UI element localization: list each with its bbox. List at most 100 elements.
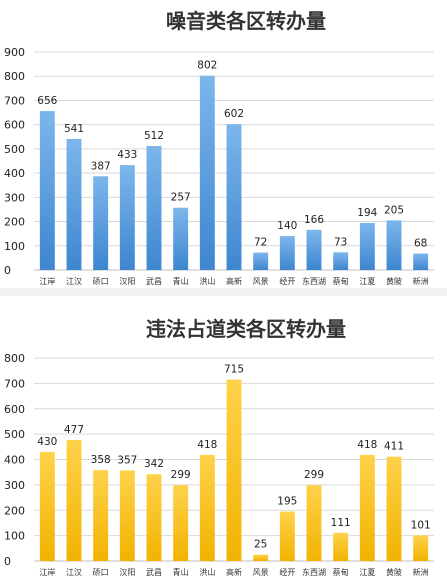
bar-经开 xyxy=(279,511,295,561)
data-label: 195 xyxy=(277,496,297,508)
x-tick-label: 东西湖 xyxy=(302,567,326,577)
bar-洪山 xyxy=(199,454,215,561)
x-tick-label: 风景 xyxy=(253,568,269,577)
x-tick-label: 新洲 xyxy=(413,567,429,577)
x-tick-label: 风景 xyxy=(253,277,269,286)
x-tick-label: 硚口 xyxy=(93,568,109,577)
bar-青山 xyxy=(173,207,189,270)
data-label: 101 xyxy=(411,519,431,531)
data-label: 358 xyxy=(91,454,111,466)
x-tick-label: 江汉 xyxy=(66,568,82,577)
data-label: 656 xyxy=(37,95,57,107)
chart-panel-road-occupation: 违法占道类各区转办量 0 100 200 300 400 500 600 700 800 430 江岸… xyxy=(0,296,447,585)
x-tick-label: 武昌 xyxy=(146,567,162,577)
data-label: 111 xyxy=(331,517,351,529)
y-tick-label: 200 xyxy=(4,216,25,229)
data-label: 166 xyxy=(304,214,324,226)
y-tick-label: 500 xyxy=(4,143,25,156)
bar-新洲 xyxy=(413,253,429,270)
y-tick-label: 300 xyxy=(4,191,25,204)
y-tick-label: 400 xyxy=(4,454,25,467)
data-label: 512 xyxy=(144,130,164,142)
data-label: 205 xyxy=(384,204,404,216)
bar-青山 xyxy=(173,485,189,561)
bar-风景 xyxy=(253,554,269,561)
bar-经开 xyxy=(279,236,295,270)
bar-江岸 xyxy=(39,451,55,561)
bar-硚口 xyxy=(93,470,109,561)
data-label: 68 xyxy=(414,238,427,250)
y-tick-label: 100 xyxy=(4,530,25,543)
bar-黄陂 xyxy=(386,456,402,561)
x-tick-label: 江岸 xyxy=(39,277,55,286)
x-tick-label: 洪山 xyxy=(199,276,215,286)
bar-东西湖 xyxy=(306,485,322,561)
y-tick-label: 300 xyxy=(4,479,25,492)
bar-黄陂 xyxy=(386,220,402,270)
bar-硚口 xyxy=(93,176,109,270)
y-tick-label: 600 xyxy=(4,119,25,132)
data-label: 25 xyxy=(254,539,267,551)
x-tick-label: 武昌 xyxy=(146,276,162,286)
noise-bar-chart: 噪音类各区转办量 0 100 200 300 400 500 600 700 800 900 656 江… xyxy=(4,9,434,286)
data-label: 541 xyxy=(64,123,84,135)
y-tick-label: 200 xyxy=(4,504,25,517)
data-label: 433 xyxy=(117,149,137,161)
data-label: 299 xyxy=(171,469,191,481)
bar-蔡甸 xyxy=(333,532,349,561)
data-label: 387 xyxy=(91,160,111,172)
x-tick-label: 蔡甸 xyxy=(333,276,349,286)
data-label: 257 xyxy=(171,192,191,204)
bar-江夏 xyxy=(359,223,375,270)
x-tick-label: 洪山 xyxy=(199,567,215,577)
y-tick-label: 900 xyxy=(4,46,25,59)
data-label: 411 xyxy=(384,441,404,453)
chart-title: 噪音类各区转办量 xyxy=(166,9,326,33)
data-label: 802 xyxy=(197,60,217,72)
y-tick-label: 0 xyxy=(4,264,11,277)
x-tick-label: 江汉 xyxy=(66,277,82,286)
y-tick-label: 700 xyxy=(4,94,25,107)
bar-江汉 xyxy=(66,138,82,270)
chart-separator xyxy=(0,288,447,296)
data-label: 357 xyxy=(117,454,137,466)
x-tick-label: 江夏 xyxy=(359,277,375,286)
y-tick-label: 400 xyxy=(4,167,25,180)
bar-江夏 xyxy=(359,454,375,561)
data-label: 73 xyxy=(334,236,347,248)
x-tick-label: 蔡甸 xyxy=(333,567,349,577)
x-tick-label: 黄陂 xyxy=(386,567,402,577)
data-label: 72 xyxy=(254,237,267,249)
x-tick-label: 高新 xyxy=(226,567,242,577)
bar-东西湖 xyxy=(306,229,322,270)
data-label: 194 xyxy=(357,207,377,219)
bar-江岸 xyxy=(39,111,55,270)
bar-汉阳 xyxy=(119,165,135,270)
bar-高新 xyxy=(226,124,242,270)
bar-武昌 xyxy=(146,474,162,561)
x-tick-label: 青山 xyxy=(173,276,189,286)
bar-风景 xyxy=(253,252,269,270)
x-tick-label: 新洲 xyxy=(413,276,429,286)
x-tick-label: 经开 xyxy=(279,276,295,286)
x-tick-label: 江夏 xyxy=(359,568,375,577)
bar-高新 xyxy=(226,379,242,561)
y-tick-label: 100 xyxy=(4,240,25,253)
data-label: 418 xyxy=(197,439,217,451)
data-label: 715 xyxy=(224,364,244,376)
x-tick-label: 汉阳 xyxy=(119,277,135,286)
bar-洪山 xyxy=(199,75,215,270)
x-tick-label: 江岸 xyxy=(39,568,55,577)
bar-武昌 xyxy=(146,145,162,270)
bar-江汉 xyxy=(66,439,82,561)
chart-panel-noise: 噪音类各区转办量 0 100 200 300 400 500 600 700 800 900 656 江… xyxy=(0,0,447,288)
y-tick-label: 800 xyxy=(4,352,25,365)
x-tick-label: 经开 xyxy=(279,567,295,577)
x-tick-label: 青山 xyxy=(173,567,189,577)
data-label: 342 xyxy=(144,458,164,470)
chart-title: 违法占道类各区转办量 xyxy=(146,317,346,341)
x-tick-label: 东西湖 xyxy=(302,276,326,286)
bar-新洲 xyxy=(413,535,429,561)
bar-蔡甸 xyxy=(333,252,349,270)
y-tick-label: 500 xyxy=(4,428,25,441)
